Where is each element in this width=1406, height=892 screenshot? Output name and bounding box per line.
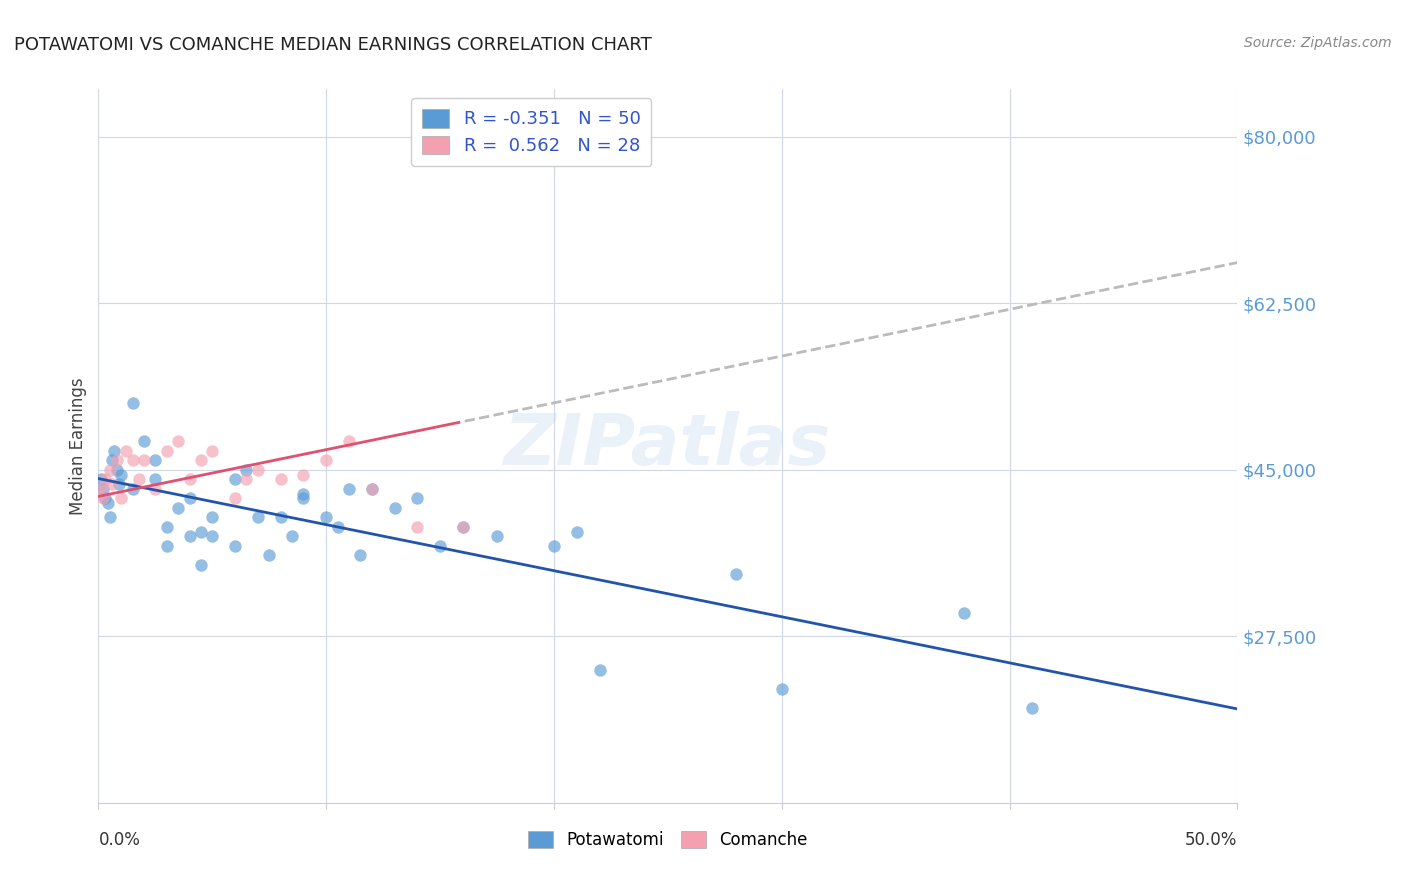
Point bbox=[156, 539, 179, 553]
Text: ZIPatlas: ZIPatlas bbox=[505, 411, 831, 481]
Point bbox=[167, 500, 190, 515]
Point bbox=[110, 467, 132, 482]
Point bbox=[132, 434, 155, 449]
Point bbox=[259, 549, 281, 563]
Point bbox=[235, 472, 257, 486]
Point bbox=[179, 529, 201, 543]
Point bbox=[349, 549, 371, 563]
Point bbox=[98, 463, 121, 477]
Point bbox=[132, 453, 155, 467]
Point bbox=[91, 482, 114, 496]
Point bbox=[90, 482, 112, 496]
Point bbox=[315, 510, 337, 524]
Point bbox=[103, 443, 125, 458]
Text: 0.0%: 0.0% bbox=[98, 831, 141, 849]
Point bbox=[270, 510, 292, 524]
Point bbox=[451, 520, 474, 534]
Point bbox=[337, 482, 360, 496]
Point bbox=[96, 496, 118, 510]
Point bbox=[121, 482, 143, 496]
Point bbox=[156, 443, 179, 458]
Point bbox=[770, 681, 793, 696]
Point bbox=[315, 453, 337, 467]
Text: 50.0%: 50.0% bbox=[1185, 831, 1237, 849]
Point bbox=[1021, 700, 1043, 714]
Point bbox=[429, 539, 451, 553]
Point bbox=[156, 520, 179, 534]
Point bbox=[246, 510, 269, 524]
Point bbox=[145, 453, 167, 467]
Point bbox=[101, 477, 124, 491]
Point bbox=[179, 491, 201, 506]
Point bbox=[384, 500, 406, 515]
Point bbox=[406, 520, 429, 534]
Point bbox=[114, 443, 136, 458]
Point bbox=[337, 434, 360, 449]
Point bbox=[167, 434, 190, 449]
Point bbox=[190, 558, 212, 572]
Point bbox=[224, 539, 246, 553]
Text: POTAWATOMI VS COMANCHE MEDIAN EARNINGS CORRELATION CHART: POTAWATOMI VS COMANCHE MEDIAN EARNINGS C… bbox=[14, 36, 652, 54]
Point bbox=[725, 567, 748, 582]
Point bbox=[110, 491, 132, 506]
Text: Source: ZipAtlas.com: Source: ZipAtlas.com bbox=[1244, 36, 1392, 50]
Point bbox=[105, 463, 128, 477]
Y-axis label: Median Earnings: Median Earnings bbox=[69, 377, 87, 515]
Point bbox=[224, 472, 246, 486]
Point bbox=[588, 663, 610, 677]
Point bbox=[486, 529, 509, 543]
Point bbox=[201, 529, 224, 543]
Point bbox=[292, 467, 315, 482]
Point bbox=[91, 491, 114, 506]
Point bbox=[128, 472, 150, 486]
Point bbox=[360, 482, 382, 496]
Point bbox=[565, 524, 588, 539]
Point bbox=[94, 491, 117, 506]
Point bbox=[292, 491, 315, 506]
Point bbox=[451, 520, 474, 534]
Point bbox=[108, 477, 131, 491]
Point bbox=[326, 520, 349, 534]
Point bbox=[98, 510, 121, 524]
Point bbox=[201, 443, 224, 458]
Point bbox=[121, 453, 143, 467]
Point bbox=[224, 491, 246, 506]
Point bbox=[101, 453, 124, 467]
Point bbox=[90, 472, 112, 486]
Point bbox=[270, 472, 292, 486]
Point bbox=[190, 453, 212, 467]
Legend: Potawatomi, Comanche: Potawatomi, Comanche bbox=[519, 821, 817, 859]
Point bbox=[235, 463, 257, 477]
Point bbox=[281, 529, 304, 543]
Point bbox=[179, 472, 201, 486]
Point bbox=[94, 472, 117, 486]
Point bbox=[246, 463, 269, 477]
Point bbox=[105, 453, 128, 467]
Point bbox=[543, 539, 565, 553]
Point bbox=[292, 486, 315, 500]
Point bbox=[360, 482, 382, 496]
Point bbox=[201, 510, 224, 524]
Point bbox=[145, 472, 167, 486]
Point bbox=[953, 606, 976, 620]
Point bbox=[406, 491, 429, 506]
Point bbox=[190, 524, 212, 539]
Point bbox=[121, 396, 143, 410]
Point bbox=[145, 482, 167, 496]
